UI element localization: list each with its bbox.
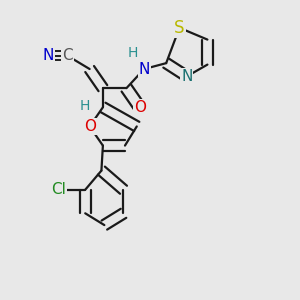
Text: S: S [174, 19, 185, 37]
Text: O: O [134, 100, 146, 115]
Text: N: N [43, 48, 54, 63]
Text: N: N [138, 61, 150, 76]
Text: C: C [62, 48, 73, 63]
Text: H: H [127, 46, 137, 60]
Text: O: O [84, 119, 96, 134]
Text: Cl: Cl [51, 182, 66, 197]
Text: N: N [181, 69, 193, 84]
Text: H: H [80, 99, 90, 113]
